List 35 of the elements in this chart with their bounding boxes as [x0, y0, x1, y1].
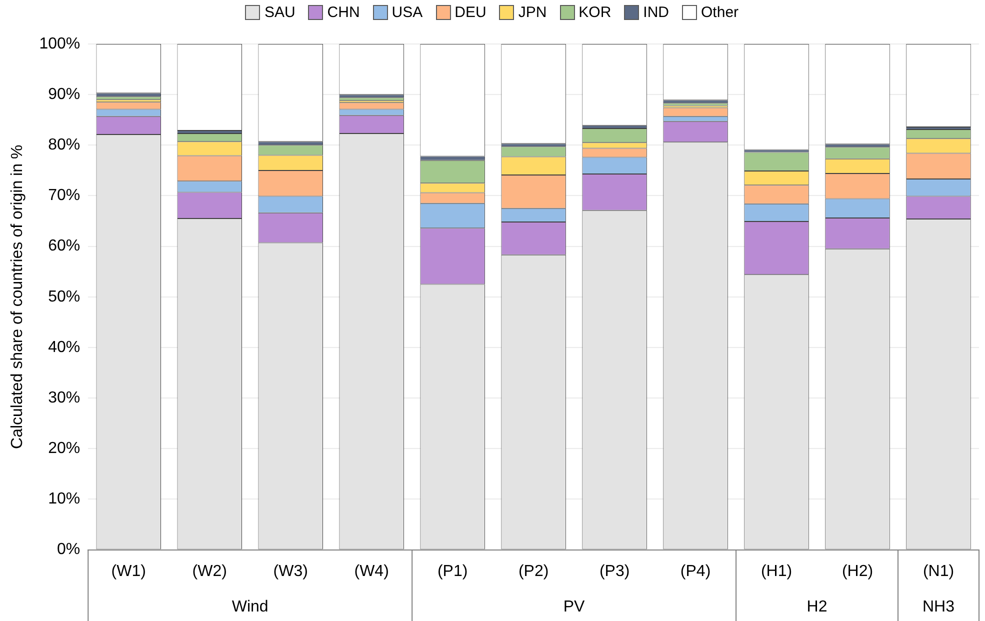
text: NH3 — [922, 598, 955, 616]
x-tick-label: (P1) — [437, 562, 468, 580]
x-tick-label: (P3) — [599, 562, 630, 580]
legend-label: IND — [643, 4, 670, 21]
legend-label: CHN — [327, 4, 360, 21]
y-tick-label: 40% — [48, 338, 80, 356]
x-tick-label: (P2) — [518, 562, 549, 580]
y-tick-label: 60% — [48, 238, 80, 255]
y-tick-label: 30% — [48, 389, 80, 406]
x-tick-label: (H2) — [842, 562, 874, 580]
x-tick-label: (W1) — [111, 562, 146, 580]
y-tick-label: 70% — [48, 187, 80, 204]
y-tick-label: 90% — [48, 86, 80, 103]
text: H2 — [806, 598, 828, 616]
series-label: Other — [701, 4, 739, 21]
y-tick-label: 50% — [48, 288, 80, 306]
y-tick-label: 20% — [48, 440, 80, 458]
y-tick-label: 0% — [56, 541, 80, 558]
x-tick-label: (P4) — [680, 562, 711, 580]
y-tick-label: 10% — [48, 490, 80, 508]
text: Wind — [232, 598, 268, 616]
x-tick-label: (W4) — [354, 562, 389, 580]
legend-label: DEU — [454, 4, 486, 21]
x-tick-label: (W2) — [192, 562, 227, 580]
legend-label: KOR — [578, 4, 612, 21]
legend-label: USA — [392, 4, 423, 21]
x-tick-label: (N1) — [922, 562, 954, 580]
y-tick-label: 100% — [39, 35, 80, 52]
x-tick-label: (W3) — [273, 562, 308, 580]
y-axis-title: Calculated share of countries of origin in % — [9, 144, 26, 449]
y-tick-label: 80% — [48, 136, 80, 154]
text: PV — [563, 598, 586, 616]
legend-label: JPN — [518, 4, 547, 21]
legend-label: SAU — [264, 4, 296, 21]
x-tick-label: (H1) — [760, 562, 792, 580]
